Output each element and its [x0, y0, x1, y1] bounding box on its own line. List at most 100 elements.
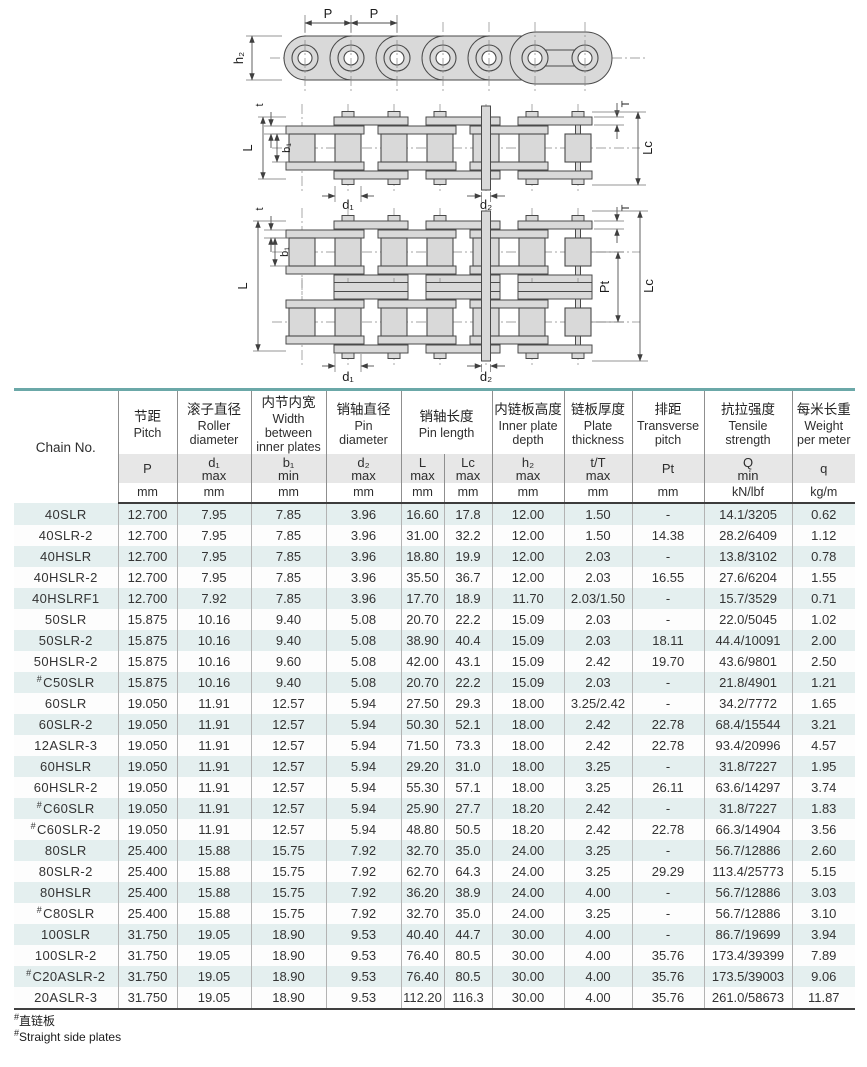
value-cell: 15.09 — [492, 630, 565, 652]
value-cell: 15.88 — [177, 882, 252, 904]
table-row: 60SLR-2 19.050 11.91 12.57 5.94 50.30 52.1 18.0… — [14, 714, 856, 736]
table-row: 40SLR 12.700 7.95 7.85 3.96 16.60 17.8 12.00 1.5… — [14, 503, 856, 526]
table-row: 40HSLR-2 12.700 7.95 7.85 3.96 35.50 36.7 12.00… — [14, 567, 856, 589]
value-cell: - — [632, 609, 705, 631]
value-cell: 1.50 — [564, 503, 633, 526]
dim-label-T-double: T — [620, 204, 632, 211]
value-cell: 3.74 — [811, 780, 837, 796]
value-cell: 64.3 — [444, 861, 493, 883]
value-cell: 12.700 — [118, 503, 178, 526]
value-cell: 1.83 — [811, 801, 837, 817]
value-cell: 5.94 — [326, 819, 402, 841]
chain-no-cell: 60HSLR-2 — [14, 777, 119, 799]
value-cell: 22.0/5045 — [704, 609, 793, 631]
value-cell: 27.50 — [401, 693, 445, 715]
value-cell: 31.8/7227 — [704, 756, 793, 778]
value-cell: 15.88 — [177, 861, 252, 883]
value-cell: - — [632, 882, 705, 904]
value-cell: 18.11 — [632, 630, 705, 652]
column-header: 排距 Transverse pitch — [632, 389, 705, 455]
symbol-text: Pt — [661, 461, 675, 477]
value-cell: 9.06 — [811, 969, 837, 985]
column-header-en: Plate thickness — [571, 418, 625, 447]
value-cell: 5.94 — [326, 693, 402, 715]
value-cell: 24.00 — [492, 903, 565, 925]
value-cell: 10.16 — [177, 630, 252, 652]
value-cell: - — [632, 588, 705, 610]
column-symbol: b₁ min — [251, 454, 327, 484]
value-cell: 42.00 — [401, 651, 445, 673]
value-cell: 173.5/39003 — [704, 966, 793, 988]
value-cell: 71.50 — [401, 735, 445, 757]
value-cell: 1.50 — [564, 525, 633, 547]
value-cell: 5.08 — [326, 651, 402, 673]
value-cell: 18.20 — [492, 798, 565, 820]
value-cell: 3.96 — [326, 546, 402, 568]
value-cell: 56.7/12886 — [704, 840, 793, 862]
value-cell: 7.92 — [326, 903, 402, 925]
chain-no-cell: 40HSLR — [14, 546, 119, 568]
value-cell: 19.9 — [444, 546, 493, 568]
value-cell: 28.2/6409 — [704, 525, 793, 547]
table-row: 80SLR 25.400 15.88 15.75 7.92 32.70 35.0 24.00 3… — [14, 840, 856, 862]
footnote-marker: # — [14, 1012, 20, 1023]
value-cell: 50.5 — [444, 819, 493, 841]
column-unit: mm — [564, 483, 633, 505]
value-cell: 5.94 — [326, 756, 402, 778]
value-cell: 38.90 — [401, 630, 445, 652]
column-unit: mm — [326, 483, 402, 505]
value-cell: 48.80 — [401, 819, 445, 841]
chain-no-cell: 50SLR-2 — [14, 630, 119, 652]
value-cell: 5.94 — [326, 798, 402, 820]
value-cell: 76.40 — [401, 966, 445, 988]
symbol-text: d₂ — [357, 454, 370, 470]
value-cell: 93.4/20996 — [704, 735, 793, 757]
value-cell: 36.20 — [401, 882, 445, 904]
column-header: 销轴直径 Pin diameter — [326, 389, 402, 455]
value-cell: 0.71 — [811, 591, 837, 607]
value-cell: 5.94 — [326, 777, 402, 799]
value-cell: 18.90 — [251, 945, 327, 967]
symbol-qualifier: max — [351, 467, 376, 483]
column-header: 链板厚度 Plate thickness — [564, 389, 633, 455]
symbol-text: b₁ — [282, 454, 295, 470]
value-cell: 18.80 — [401, 546, 445, 568]
value-cell: 9.60 — [251, 651, 327, 673]
value-cell: 12.00 — [492, 525, 565, 547]
side-view-diagram: P P h₂ — [231, 6, 648, 94]
footnote-cn-text: 直链板 — [19, 1014, 56, 1029]
table-row: 100SLR 31.750 19.05 18.90 9.53 40.40 44.7 30.00… — [14, 924, 856, 946]
value-cell: 12.00 — [492, 503, 565, 526]
symbol-qualifier: min — [278, 467, 299, 483]
value-cell: 5.08 — [326, 672, 402, 694]
straight-plate-marker: # — [36, 799, 43, 810]
value-cell: 11.91 — [177, 714, 252, 736]
header-row-units: mm mm mm mm mm mm mm mm mm kN/lbf kg/m — [14, 483, 856, 505]
value-cell: 4.57 — [811, 738, 837, 754]
value-cell: 80.5 — [444, 966, 493, 988]
table-header: Chain No. 节距 Pitch 滚子直径 Roller diameter 内节内宽 W… — [14, 389, 856, 505]
column-header-en: Weight per meter — [797, 418, 851, 447]
value-cell: 20.70 — [401, 609, 445, 631]
value-cell: - — [632, 798, 705, 820]
dim-label-L-single: L — [240, 144, 255, 151]
value-cell: 12.00 — [492, 567, 565, 589]
symbol-qualifier: max — [515, 467, 541, 483]
value-cell: 10.16 — [177, 672, 252, 694]
double-strand-plan-diagram: t L b₁ T Pt Lc — [235, 204, 656, 384]
value-cell: 31.8/7227 — [704, 798, 793, 820]
column-header-cn: 销轴直径 — [336, 401, 391, 417]
value-cell: 5.08 — [326, 609, 402, 631]
value-cell: 113.4/25773 — [704, 861, 793, 883]
value-cell: 7.95 — [177, 525, 252, 547]
value-cell: 5.15 — [811, 864, 837, 880]
column-unit: mm — [401, 483, 445, 505]
value-cell: 18.00 — [492, 756, 565, 778]
dim-label-t-single: t — [254, 103, 266, 106]
value-cell: - — [632, 840, 705, 862]
column-header-en: Width between inner plates — [256, 412, 321, 454]
column-header: 每米长重 Weight per meter — [792, 390, 855, 455]
value-cell: 2.42 — [564, 714, 633, 736]
value-cell: 50.30 — [401, 714, 445, 736]
